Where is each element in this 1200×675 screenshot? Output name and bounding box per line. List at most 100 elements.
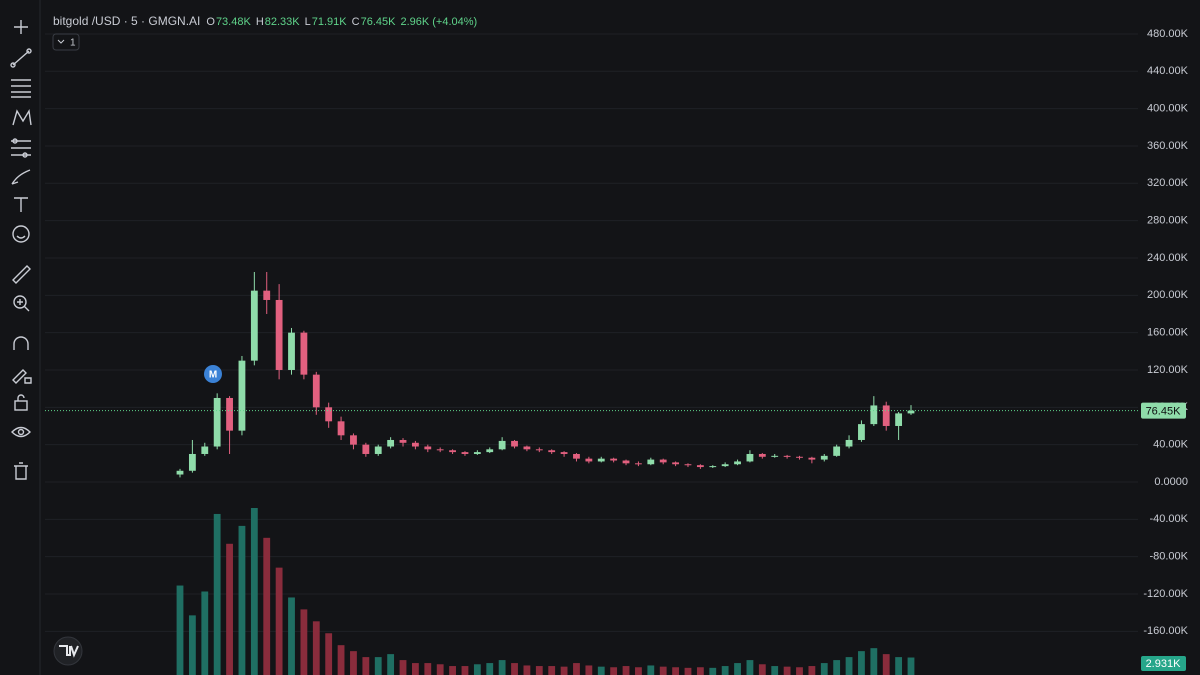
- marker-circle: [204, 365, 222, 383]
- ohlc-legend: O 73.48K H 82.33K L 71.91K C 76.45K 2.96K (+4.04…: [206, 16, 477, 28]
- candle-body: [275, 299, 283, 370]
- candle-body: [684, 464, 692, 466]
- volume-bar: [300, 609, 308, 675]
- chevron: [57, 39, 65, 44]
- y-tick-label: 200.00K: [1147, 289, 1189, 301]
- candle-body: [560, 452, 568, 454]
- candle-body: [870, 405, 878, 425]
- volume-pane: [176, 508, 915, 675]
- volume-bar: [275, 567, 283, 675]
- fib-tool[interactable]: [11, 79, 31, 98]
- candle-body: [312, 374, 320, 408]
- volume-bar: [387, 654, 395, 675]
- candle-body: [176, 470, 184, 475]
- volume-bar: [250, 508, 258, 675]
- candle-body: [622, 460, 630, 464]
- candle-body: [486, 449, 494, 453]
- emoji-tool[interactable]: [12, 225, 30, 243]
- candle-body: [597, 458, 605, 462]
- candle-body: [250, 290, 258, 361]
- volume-bar: [511, 663, 518, 675]
- text-tool[interactable]: [14, 197, 28, 212]
- volume-bar: [325, 633, 333, 675]
- y-tick-label: 320.00K: [1147, 177, 1189, 189]
- volume-bar: [523, 665, 531, 675]
- candle-body: [585, 458, 593, 462]
- trendline-tool[interactable]: [10, 48, 32, 68]
- volume-bar: [635, 667, 642, 675]
- volume-bar: [734, 663, 741, 675]
- brush-tool[interactable]: [11, 169, 31, 185]
- crosshair-tool[interactable]: [14, 20, 28, 34]
- volume-bar: [858, 651, 865, 675]
- y-tick-label: -80.00K: [1149, 551, 1188, 563]
- pattern-tool[interactable]: [12, 108, 32, 126]
- magnet-tool[interactable]: [13, 336, 29, 350]
- candle-body: [833, 446, 841, 456]
- forecast-tool[interactable]: [11, 138, 31, 158]
- volume-bar: [449, 666, 456, 675]
- candle-body: [374, 446, 382, 454]
- marker-label: M: [209, 370, 217, 381]
- volume-bar: [870, 648, 878, 675]
- legend-key: H: [256, 16, 264, 28]
- y-tick-label: 160.00K: [1147, 327, 1189, 339]
- volume-bar: [573, 663, 580, 675]
- volume-bar: [362, 657, 370, 675]
- candle-body: [734, 461, 741, 465]
- ruler-tool[interactable]: [12, 265, 31, 284]
- candle-body: [337, 421, 345, 436]
- candle-body: [411, 442, 419, 447]
- volume-bar: [597, 666, 605, 675]
- candles: [176, 271, 915, 478]
- volume-bar: [213, 513, 221, 675]
- candle-body: [746, 453, 754, 462]
- candle-body: [188, 453, 196, 471]
- interval-badge-label: 1: [70, 38, 76, 49]
- volume-bar: [907, 657, 915, 675]
- candle-body: [535, 449, 543, 451]
- candle-body: [610, 458, 618, 461]
- legend-value: 71.91K: [312, 16, 348, 28]
- volume-bar: [808, 666, 816, 675]
- volume-bar: [684, 667, 692, 675]
- candle-body: [424, 446, 432, 450]
- delete-tool[interactable]: [14, 462, 28, 480]
- volume-bar: [288, 597, 295, 675]
- zoom-tool[interactable]: [13, 295, 30, 312]
- volume-bar: [882, 654, 890, 675]
- legend-key: L: [305, 16, 311, 28]
- lock-tool[interactable]: [14, 394, 28, 411]
- candle-body: [635, 463, 642, 465]
- visibility-tool[interactable]: [11, 426, 31, 438]
- volume-bar: [647, 665, 655, 675]
- last-volume-tag: [1141, 656, 1186, 671]
- candle-body: [709, 466, 717, 468]
- candle-body: [808, 457, 816, 460]
- y-tick-label: 0.0000: [1154, 476, 1188, 488]
- last-volume-label: 2.931K: [1146, 658, 1182, 670]
- event-marker[interactable]: M: [204, 365, 222, 383]
- volume-bar: [696, 667, 704, 675]
- last-price-tag: [1141, 402, 1186, 419]
- candle-body: [845, 439, 853, 447]
- volume-bar: [548, 666, 556, 675]
- volume-bar: [721, 666, 729, 675]
- interval-badge[interactable]: [52, 33, 80, 51]
- candle-body: [721, 464, 729, 467]
- candle-body: [907, 410, 915, 414]
- y-tick-label: 40.00K: [1153, 439, 1189, 451]
- lock-drawing-tool[interactable]: [12, 369, 32, 384]
- price-axis: [1138, 0, 1200, 675]
- candle-body: [226, 397, 233, 431]
- legend-change: 2.96K (+4.04%): [400, 16, 477, 28]
- legend-value: 76.45K: [361, 16, 397, 28]
- candle-body: [473, 452, 481, 454]
- volume-bar: [312, 621, 320, 675]
- volume-bar: [461, 666, 469, 675]
- candle-body: [895, 413, 903, 426]
- y-tick-label: 360.00K: [1147, 140, 1189, 152]
- candle-body: [436, 449, 444, 451]
- candle-body: [461, 452, 469, 454]
